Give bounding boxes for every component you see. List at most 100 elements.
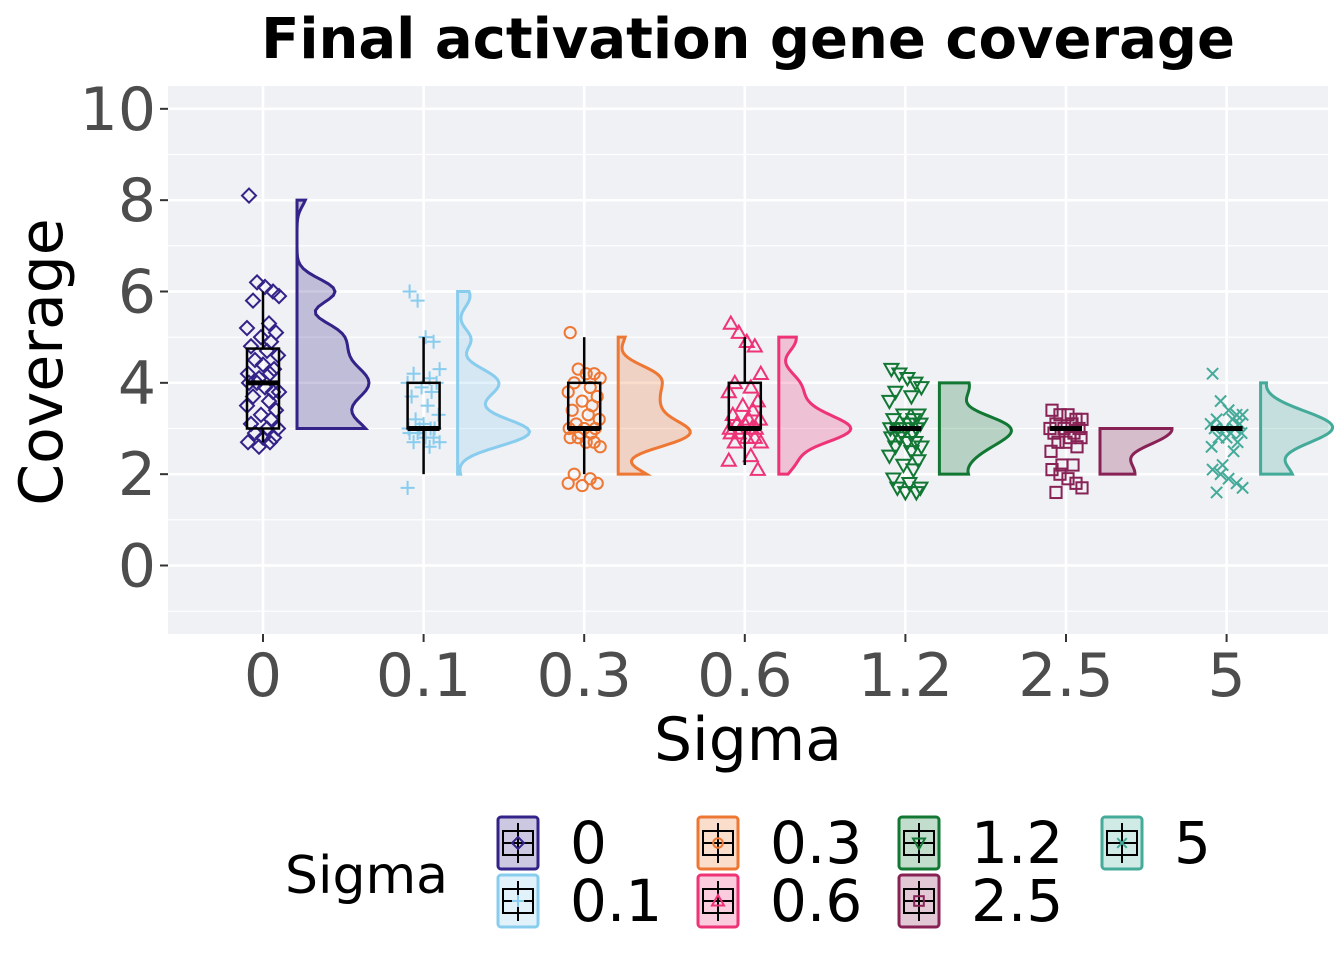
data-point [238, 319, 256, 337]
legend-key-0.6 [696, 873, 740, 929]
data-point [1205, 440, 1218, 454]
data-point [418, 330, 433, 345]
data-point [730, 323, 748, 339]
data-point [254, 356, 272, 373]
legend-key-0 [496, 815, 540, 871]
data-point [239, 433, 257, 451]
data-point [410, 293, 425, 308]
data-point [738, 332, 756, 348]
x-tick-label: 1.2 [858, 641, 953, 711]
data-point [906, 435, 925, 452]
series-group-0.6 [720, 314, 853, 476]
data-point [890, 367, 909, 383]
data-point [904, 463, 923, 479]
data-point [1044, 444, 1058, 458]
data-point [909, 408, 928, 424]
legend-label-0.3: 0.3 [770, 809, 862, 877]
data-point [246, 424, 264, 442]
data-point [752, 433, 770, 449]
data-point [406, 366, 421, 381]
x-axis-title: Sigma [654, 705, 842, 775]
data-point [880, 394, 899, 411]
chart-title: Final activation gene coverage [261, 7, 1235, 72]
series-group-2.5 [1043, 403, 1174, 500]
data-point [579, 367, 593, 381]
data-point [575, 478, 589, 493]
data-point [722, 314, 740, 330]
legend-key-shape [1116, 837, 1128, 849]
legend-label-0.1: 0.1 [570, 867, 662, 935]
data-point [1231, 435, 1244, 449]
data-point [1045, 403, 1059, 417]
data-point [256, 278, 274, 296]
y-tick-label: 2 [118, 440, 156, 510]
data-point [426, 334, 441, 349]
legend-key-shape [911, 837, 927, 852]
data-point [422, 439, 437, 454]
data-point [730, 424, 748, 440]
density-0.3 [616, 335, 692, 476]
density-1.2 [937, 381, 1013, 476]
data-point [746, 337, 764, 353]
data-point [884, 472, 903, 488]
legend-key-shape [512, 895, 524, 907]
y-tick-label: 6 [118, 258, 156, 328]
legend-key-1.2 [897, 815, 941, 871]
data-point [1049, 485, 1063, 500]
data-point [1206, 367, 1219, 381]
data-point [886, 385, 905, 401]
data-point [902, 445, 921, 461]
data-point [900, 477, 919, 493]
data-point [1220, 431, 1233, 444]
data-point [1230, 476, 1243, 490]
axes: 0 2 4 6 8 10 0 0.1 0.3 0.6 1.2 2.5 5 [80, 75, 1246, 711]
data-point [1051, 435, 1065, 449]
y-tick-label: 0 [118, 532, 156, 602]
data-point [579, 435, 593, 449]
data-point [909, 454, 928, 470]
legend-label-0: 0 [570, 809, 607, 877]
series-group-5 [1204, 367, 1335, 499]
series-group-0.3 [561, 326, 692, 493]
data-point [744, 401, 762, 417]
data-point [726, 433, 744, 449]
data-point [1075, 481, 1089, 495]
density-0.1 [456, 290, 532, 476]
data-point [252, 328, 270, 346]
legend-key-5 [1100, 815, 1144, 871]
y-tick-label: 4 [118, 349, 156, 419]
data-point [252, 406, 270, 424]
density-2.5 [1098, 427, 1174, 476]
box [245, 347, 281, 430]
y-tick-label: 8 [118, 166, 156, 236]
data-point [581, 408, 595, 422]
x-tick-label: 0.6 [697, 641, 792, 711]
data-point [408, 412, 423, 427]
data-point [242, 337, 260, 355]
data-point [911, 481, 930, 497]
legend-label-0.6: 0.6 [770, 867, 862, 935]
data-point [882, 362, 901, 379]
data-point [567, 467, 581, 481]
data-point [1206, 463, 1219, 476]
data-point [1210, 486, 1223, 499]
data-point [406, 435, 421, 450]
data-point [432, 362, 447, 377]
data-point [1045, 463, 1059, 477]
data-point [1053, 408, 1067, 422]
data-point [884, 413, 903, 429]
plot-panel [168, 86, 1328, 634]
data-point [912, 381, 931, 397]
legend-label-5: 5 [1174, 809, 1211, 877]
data-point [270, 287, 288, 305]
data-point [402, 284, 417, 299]
data-point [898, 372, 917, 388]
data-point [565, 403, 579, 417]
data-point [907, 486, 926, 502]
data-marks [238, 187, 1335, 502]
data-point [248, 273, 266, 291]
legend-key-0.1 [496, 873, 540, 929]
data-point [1222, 403, 1235, 417]
data-point [896, 486, 915, 502]
